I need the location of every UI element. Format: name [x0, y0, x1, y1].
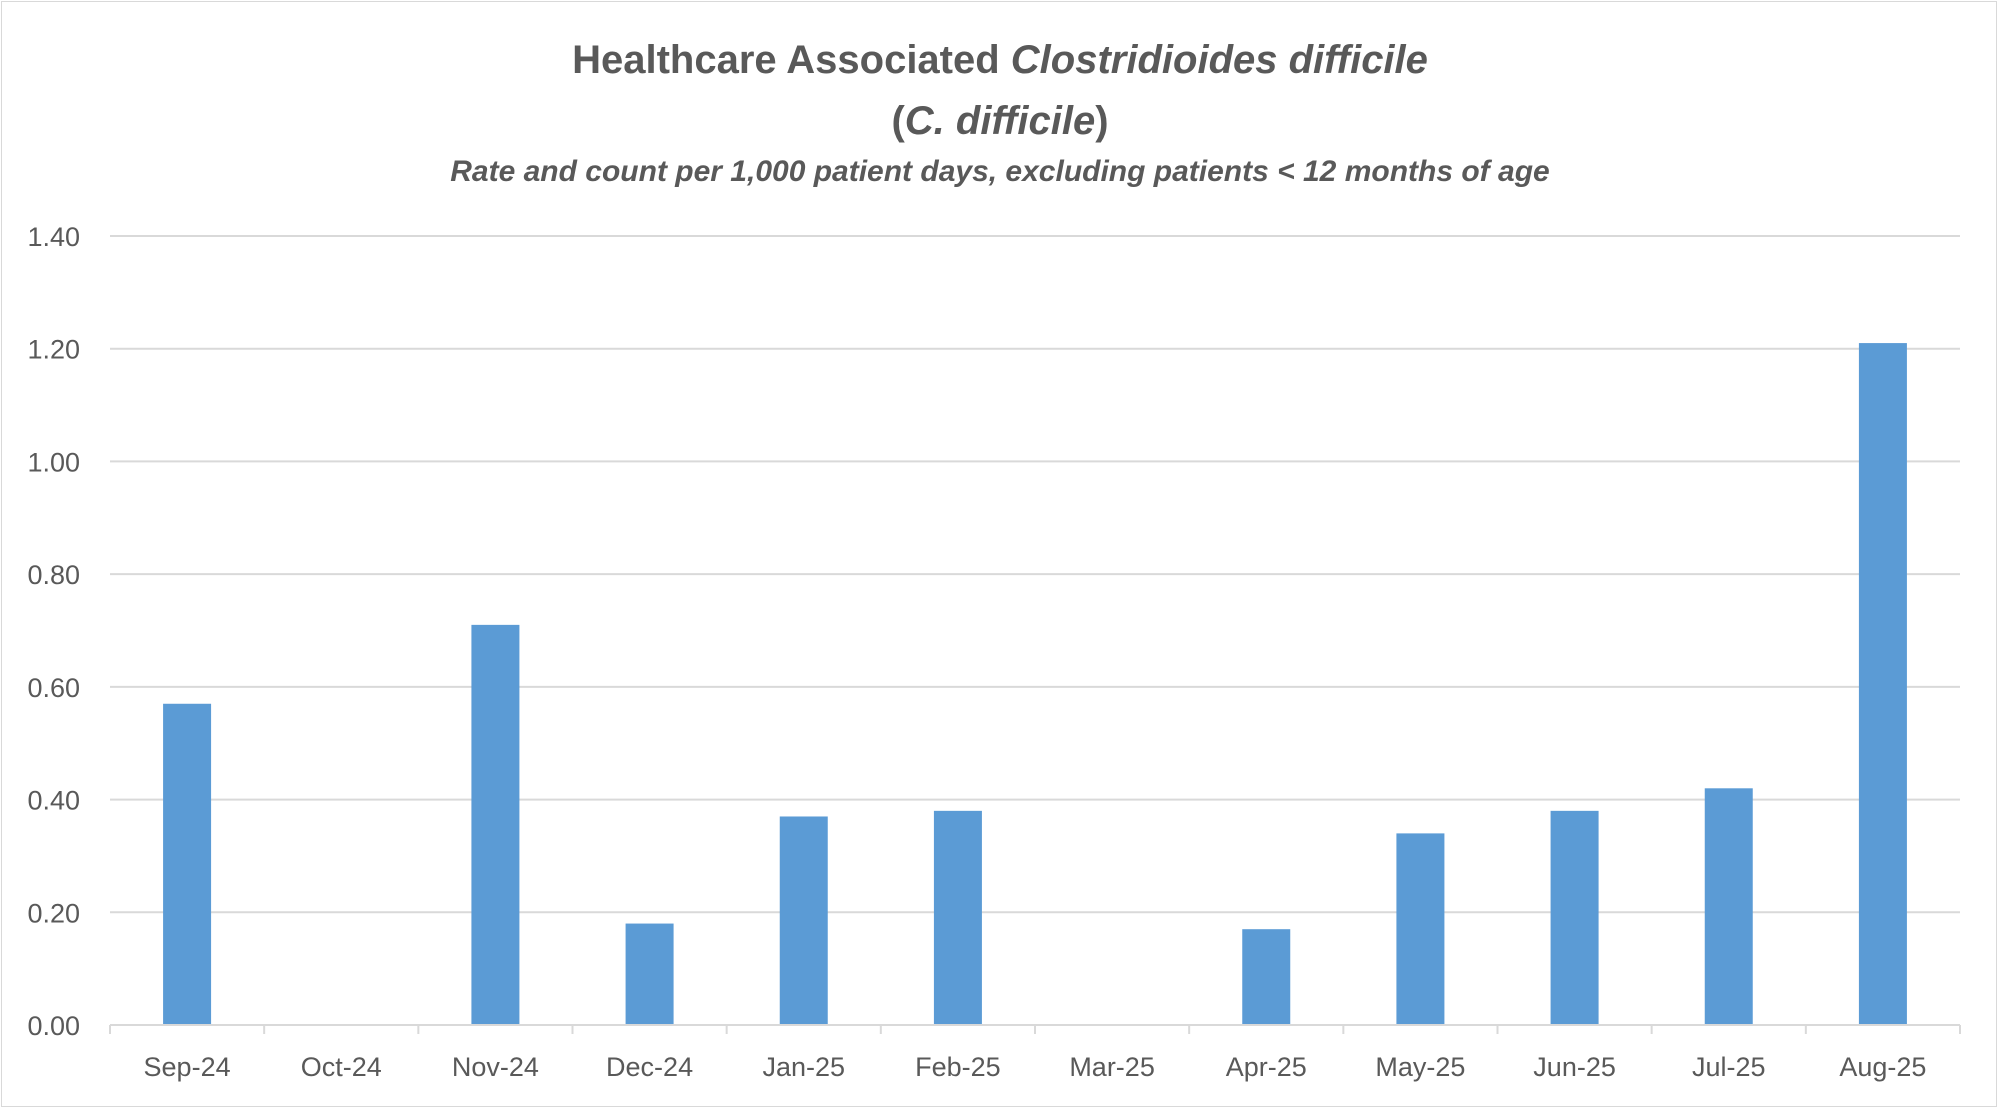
chart-subtitle: Rate and count per 1,000 patient days, e…: [450, 155, 1549, 188]
chart-title-open-paren: (: [891, 99, 905, 143]
x-tick-label: Apr-25: [1226, 1052, 1307, 1082]
chart-title-line-2: (C. difficile): [891, 99, 1108, 143]
y-tick-label: 0.40: [27, 786, 80, 816]
x-axis-tick-labels: Sep-24 Oct-24 Nov-24 Dec-24 Jan-25 Feb-25 Mar-…: [144, 1052, 1927, 1082]
y-tick-label: 1.20: [27, 335, 80, 365]
chart-title-plain: Healthcare Associated: [572, 38, 1011, 82]
x-tick-label: Jul-25: [1692, 1052, 1766, 1082]
x-tick-label: Feb-25: [915, 1052, 1001, 1082]
bar-sep-24: [163, 703, 212, 1025]
bar-apr-25: [1242, 929, 1291, 1025]
y-tick-label: 0.60: [27, 673, 80, 703]
gridlines: [110, 235, 1960, 914]
x-tick-label: Nov-24: [452, 1052, 539, 1082]
chart-title-italic: Clostridioides difficile: [1011, 38, 1428, 82]
x-axis: [109, 1024, 1961, 1034]
y-tick-label: 1.00: [27, 447, 80, 477]
x-tick-label: Mar-25: [1069, 1052, 1155, 1082]
x-tick-label: Sep-24: [144, 1052, 231, 1082]
chart-title-close-paren: ): [1095, 99, 1108, 143]
chart-title-line-1: Healthcare Associated Clostridioides dif…: [572, 38, 1428, 82]
bar-jul-25: [1704, 788, 1753, 1025]
y-tick-label: 1.40: [27, 222, 80, 252]
y-axis-tick-labels: 0.00 0.20 0.40 0.60 0.80 1.00 1.20 1.40: [27, 222, 80, 1041]
bar-aug-25: [1858, 343, 1907, 1025]
x-tick-label: Jan-25: [762, 1052, 845, 1082]
y-tick-label: 0.80: [27, 560, 80, 590]
bar-nov-24: [471, 624, 520, 1025]
y-tick-label: 0.20: [27, 898, 80, 928]
chart-title-abbrev: C. difficile: [905, 99, 1095, 143]
x-tick-label: Aug-25: [1839, 1052, 1926, 1082]
bar-may-25: [1396, 833, 1445, 1025]
bar-feb-25: [933, 810, 982, 1025]
bar-dec-24: [625, 923, 674, 1025]
y-tick-label: 0.00: [27, 1011, 80, 1041]
x-tick-label: May-25: [1375, 1052, 1465, 1082]
bar-jan-25: [779, 816, 828, 1025]
bar-jun-25: [1550, 810, 1599, 1025]
x-tick-label: Dec-24: [606, 1052, 693, 1082]
x-tick-label: Jun-25: [1533, 1052, 1616, 1082]
bars: [163, 343, 1907, 1025]
x-tick-label: Oct-24: [301, 1052, 382, 1082]
